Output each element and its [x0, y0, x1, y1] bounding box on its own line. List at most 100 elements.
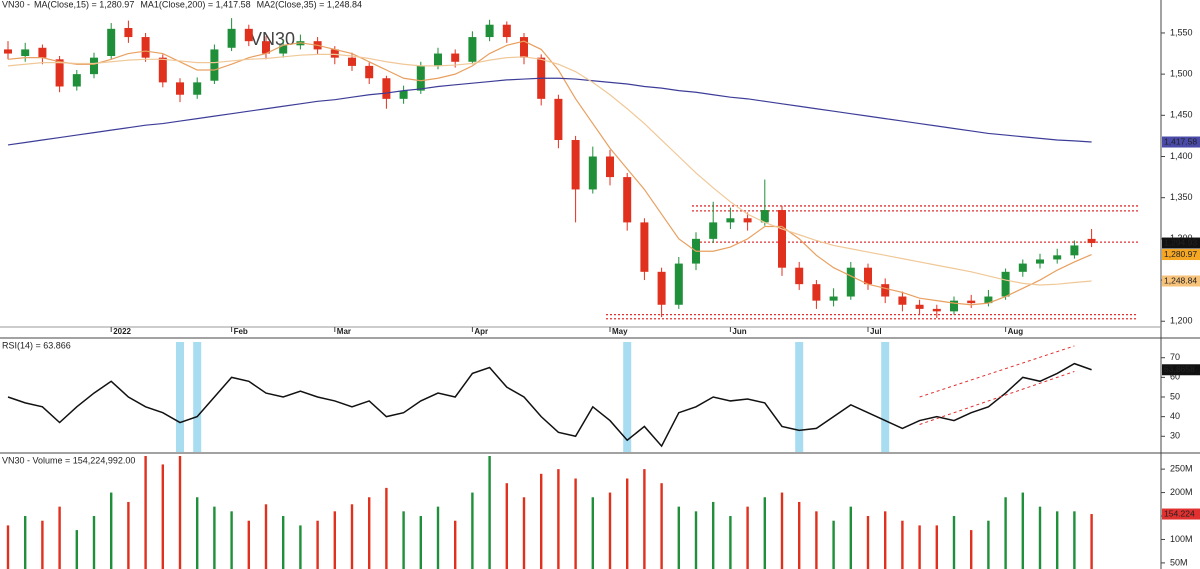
- legend-entry: MA(Close,15) = 1,280.97: [34, 0, 134, 9]
- volume-bar: [557, 469, 560, 569]
- volume-bar: [419, 516, 422, 569]
- candle-body: [1036, 259, 1044, 264]
- last-value-tag-box: [1162, 136, 1200, 148]
- volume-bar: [626, 478, 629, 569]
- candle-body: [485, 24, 494, 38]
- y-tick-label: 1,550: [1170, 27, 1193, 37]
- volume-bar: [1073, 511, 1076, 569]
- volume-bar: [92, 516, 96, 569]
- volume-bar: [694, 511, 698, 569]
- candle-body: [210, 49, 219, 81]
- last-value-tag-box: [1162, 249, 1200, 261]
- ma-line: [7, 53, 1092, 286]
- candle-body: [520, 37, 528, 58]
- candle-body: [193, 82, 202, 95]
- volume-bar: [385, 487, 388, 569]
- volume-bar: [660, 483, 663, 569]
- x-tick-label: Apr: [474, 327, 488, 336]
- y-tick-label: 30: [1170, 431, 1180, 441]
- last-value-tag: 154.224: [1164, 508, 1195, 518]
- volume-bar: [677, 506, 680, 569]
- candle-body: [812, 284, 821, 301]
- x-tick-label: Jun: [732, 327, 746, 336]
- highlight-band: [176, 342, 184, 452]
- volume-bar: [935, 525, 938, 569]
- candle-body: [55, 59, 64, 87]
- candle-body: [864, 267, 872, 285]
- candle-body: [382, 78, 391, 99]
- volume-bar: [230, 511, 233, 569]
- volume-bar: [901, 520, 904, 569]
- volume-bar: [815, 511, 818, 569]
- volume-bar: [746, 506, 749, 569]
- volume-bar: [75, 530, 78, 569]
- chart-title: RSI(14) = 63.866: [2, 340, 71, 350]
- x-tick-label: 2022: [113, 327, 131, 336]
- candle-body: [90, 57, 98, 75]
- volume-bar: [832, 520, 835, 569]
- candle-body: [468, 37, 477, 62]
- candle-body: [898, 296, 907, 305]
- last-value-tag-box: [1162, 237, 1200, 249]
- volume-bar: [798, 501, 801, 569]
- volume-bar: [471, 492, 474, 569]
- ma-line: [7, 77, 1092, 146]
- candle-body: [158, 57, 167, 83]
- y-tick-label: 70: [1170, 352, 1180, 362]
- candle-body: [176, 82, 184, 95]
- y-tick-label: 250M: [1170, 464, 1193, 474]
- y-tick-label: 200M: [1170, 487, 1193, 497]
- last-value-tag: 1,248.84: [1164, 275, 1197, 285]
- volume-bar: [127, 501, 130, 569]
- volume-bar: [6, 525, 10, 569]
- candle-body: [571, 140, 580, 190]
- candle-body: [330, 49, 339, 58]
- volume-bar: [729, 516, 732, 569]
- candle-body: [881, 284, 890, 297]
- x-tick-label: Aug: [1008, 327, 1024, 336]
- volume-bar: [402, 511, 405, 569]
- highlight-band: [881, 342, 890, 452]
- volume-bar: [505, 483, 508, 569]
- legend-entry: MA2(Close,35) = 1,248.84: [257, 0, 362, 9]
- volume-bar: [987, 520, 990, 569]
- candle-body: [623, 177, 632, 223]
- volume-bar: [264, 504, 268, 569]
- candle-body: [1053, 255, 1062, 260]
- candle-body: [348, 57, 356, 66]
- candle-body: [932, 308, 941, 312]
- volume-bar: [952, 516, 956, 569]
- volume-bar: [213, 506, 216, 569]
- volume-bar: [780, 492, 784, 569]
- volume-bar: [522, 497, 526, 569]
- x-tick-label: Feb: [234, 327, 248, 336]
- last-value-tag-box: [1162, 508, 1200, 520]
- candle-body: [279, 45, 288, 54]
- highlight-band: [623, 342, 632, 452]
- y-tick-label: 50: [1170, 391, 1180, 401]
- candle-body: [709, 222, 718, 239]
- candle-body: [227, 28, 236, 48]
- candle-body: [915, 304, 924, 309]
- volume-bar: [350, 504, 354, 569]
- last-value-tag: 1,280.97: [1164, 249, 1197, 259]
- volume-bar: [849, 506, 852, 569]
- candle-body: [554, 98, 563, 141]
- volume-bar: [41, 520, 44, 569]
- volume-bar: [24, 516, 27, 569]
- candle-body: [1087, 238, 1096, 244]
- candle-body: [606, 156, 614, 178]
- volume-bar: [608, 492, 612, 569]
- volume-bar: [196, 497, 199, 569]
- chart-title: VN30 - Volume = 154,224,992.00: [2, 455, 135, 465]
- candle-body: [4, 49, 12, 54]
- volume-bars: [6, 456, 1093, 569]
- volume-bar: [247, 520, 250, 569]
- chart-title: VN30 -: [2, 0, 30, 9]
- candle-body: [743, 218, 752, 223]
- volume-bar: [178, 456, 182, 569]
- volume-bar: [1021, 492, 1024, 569]
- ma-line: [7, 40, 1092, 306]
- candle-body: [502, 24, 511, 38]
